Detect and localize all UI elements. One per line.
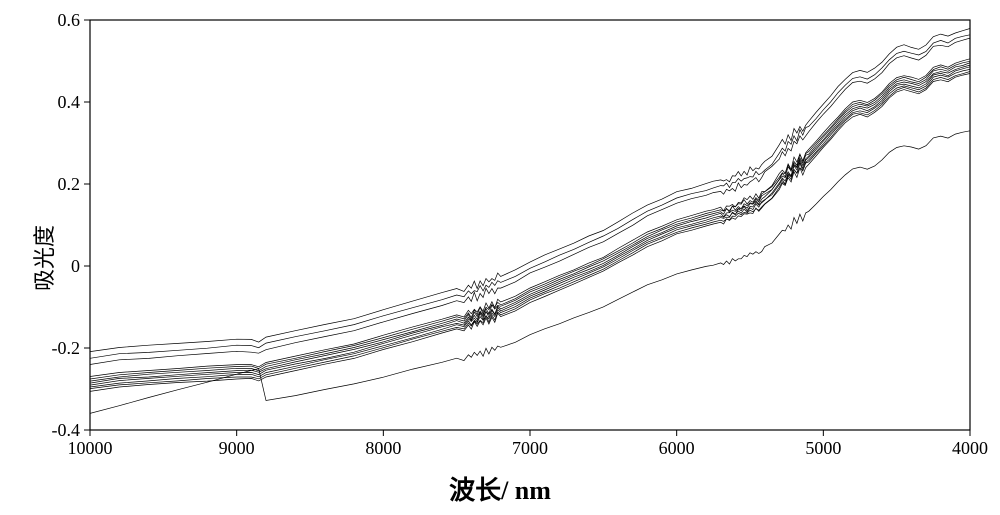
svg-text:7000: 7000	[512, 438, 548, 458]
svg-text:4000: 4000	[952, 438, 988, 458]
svg-text:0.6: 0.6	[58, 10, 81, 30]
plot-svg: 10000 9000 8000 7000 6000 5000 4000 -0.4 -0.2 0 0.…	[0, 0, 1000, 515]
svg-text:0: 0	[71, 256, 80, 276]
svg-text:-0.4: -0.4	[52, 420, 81, 440]
y-axis-label: 吸光度	[27, 224, 59, 290]
svg-text:6000: 6000	[659, 438, 695, 458]
x-axis-label: 波长/ nm	[449, 470, 551, 507]
svg-text:-0.2: -0.2	[52, 338, 81, 358]
svg-text:9000: 9000	[219, 438, 255, 458]
svg-text:0.2: 0.2	[58, 174, 81, 194]
svg-text:10000: 10000	[68, 438, 113, 458]
spectrum-chart: 吸光度 波长/ nm 10000 9000 8000 7000 6000 5000 4000…	[0, 0, 1000, 515]
svg-text:5000: 5000	[805, 438, 841, 458]
svg-text:8000: 8000	[365, 438, 401, 458]
svg-text:0.4: 0.4	[58, 92, 81, 112]
